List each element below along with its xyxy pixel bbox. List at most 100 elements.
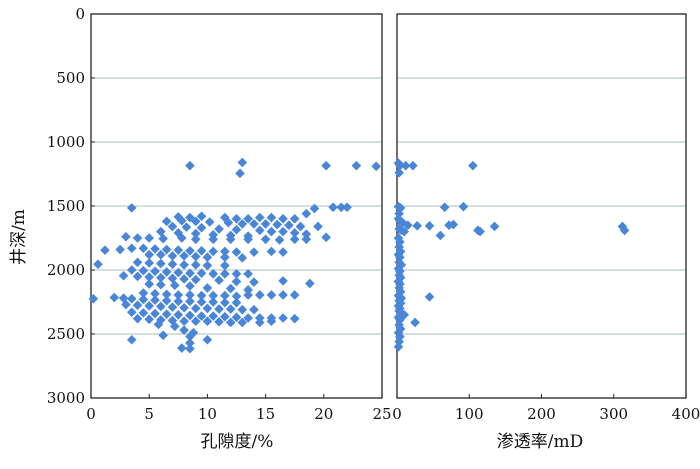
porosity-data-point — [249, 277, 259, 287]
porosity-data-point — [109, 292, 120, 303]
porosity-data-point — [144, 233, 154, 243]
permeability-data-point — [394, 336, 404, 347]
porosity-data-point — [156, 279, 166, 290]
porosity-data-point — [132, 257, 143, 268]
porosity-data-point — [289, 228, 300, 238]
porosity-y-tick-label: 0 — [75, 5, 85, 23]
porosity-data-point — [220, 212, 230, 223]
porosity-data-point — [220, 311, 230, 322]
porosity-data-point — [196, 268, 207, 278]
porosity-data-point — [266, 226, 277, 237]
porosity-data-point — [305, 278, 315, 289]
permeability-data-point — [468, 160, 478, 171]
porosity-data-point — [214, 224, 224, 234]
porosity-data-point — [301, 229, 312, 239]
porosity-data-point — [295, 221, 306, 232]
porosity-data-point — [118, 270, 129, 281]
porosity-data-point — [243, 285, 253, 295]
permeability-data-point — [403, 220, 413, 230]
permeability-x-tick-label: 200 — [527, 405, 556, 423]
porosity-data-point — [289, 214, 300, 224]
porosity-data-point — [321, 160, 331, 171]
porosity-data-point — [173, 267, 184, 278]
porosity-data-point — [161, 244, 172, 255]
porosity-data-point — [167, 302, 178, 312]
porosity-data-point — [126, 243, 137, 254]
porosity-data-point — [138, 265, 149, 276]
permeability-data-point — [489, 221, 500, 232]
porosity-data-point — [190, 216, 201, 227]
porosity-data-point — [208, 269, 219, 279]
porosity-data-point — [301, 234, 312, 245]
permeability-data-point — [397, 217, 408, 228]
permeability-data-point — [395, 272, 406, 283]
porosity-data-point — [208, 246, 219, 257]
porosity-x-tick-label: 10 — [198, 405, 217, 423]
porosity-data-point — [231, 269, 242, 279]
porosity-data-point — [170, 280, 180, 291]
porosity-data-point — [179, 325, 189, 335]
porosity-data-point — [342, 202, 352, 213]
permeability-data-point — [400, 160, 411, 171]
porosity-x-tick-label: 0 — [86, 405, 96, 423]
porosity-data-point — [266, 316, 277, 326]
porosity-data-point — [243, 269, 253, 279]
porosity-data-point — [328, 202, 338, 213]
porosity-data-point — [126, 334, 137, 345]
porosity-data-point — [204, 217, 215, 227]
porosity-data-point — [144, 249, 154, 260]
porosity-data-point — [278, 276, 288, 286]
porosity-data-point — [220, 290, 230, 301]
porosity-data-point — [202, 260, 213, 271]
porosity-data-point — [161, 295, 172, 306]
porosity-data-point — [249, 304, 259, 315]
porosity-data-point — [126, 203, 137, 213]
porosity-data-point — [214, 317, 224, 327]
porosity-data-point — [170, 321, 180, 332]
porosity-data-point — [289, 313, 300, 324]
porosity-data-point — [179, 251, 189, 261]
porosity-data-point — [196, 290, 207, 301]
porosity-data-point — [260, 234, 271, 245]
porosity-data-point — [173, 296, 184, 307]
porosity-data-point — [126, 294, 137, 304]
porosity-data-point — [167, 251, 178, 261]
porosity-data-point — [167, 221, 178, 232]
plot-porosity: 0 5 10 15 20 25 0 500 1000 1500 2000 2500 3000 — [47, 5, 392, 423]
porosity-data-point — [179, 302, 189, 313]
porosity-data-point — [167, 273, 178, 284]
plot-permeability: 0 100 200 300 400 — [392, 13, 700, 423]
porosity-data-point — [156, 249, 166, 260]
porosity-data-point — [161, 289, 172, 300]
permeability-data-point — [399, 310, 410, 320]
porosity-data-point — [309, 203, 320, 214]
porosity-data-point — [272, 219, 283, 230]
porosity-data-point — [202, 303, 213, 314]
porosity-data-point — [231, 297, 242, 308]
porosity-data-point — [278, 290, 288, 300]
porosity-data-point — [237, 253, 248, 263]
porosity-data-point — [190, 260, 201, 270]
porosity-data-point — [214, 304, 224, 314]
permeability-data-point — [395, 315, 405, 325]
porosity-data-point — [266, 212, 277, 223]
permeability-data-point — [393, 342, 404, 352]
porosity-data-point — [185, 246, 195, 256]
porosity-y-tick-label: 500 — [56, 69, 85, 87]
porosity-data-point — [223, 217, 234, 228]
porosity-data-point — [144, 258, 154, 268]
porosity-data-point — [278, 247, 288, 257]
porosity-data-point — [202, 334, 213, 345]
porosity-y-tick-label: 2500 — [47, 325, 85, 343]
porosity-data-point — [196, 222, 207, 233]
porosity-data-point — [150, 308, 160, 319]
porosity-data-point — [144, 314, 154, 325]
permeability-data-point — [399, 226, 410, 237]
porosity-data-point — [231, 312, 242, 323]
porosity-data-point — [144, 272, 154, 282]
porosity-data-point — [196, 246, 207, 256]
porosity-data-point — [132, 313, 143, 324]
porosity-data-point — [190, 303, 201, 314]
